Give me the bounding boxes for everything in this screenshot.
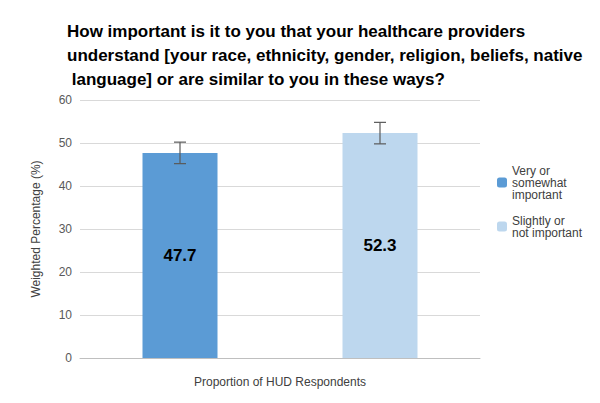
svg-text:50: 50 [59,136,73,150]
svg-text:40: 40 [59,179,73,193]
svg-text:20: 20 [59,265,73,279]
svg-text:10: 10 [59,308,73,322]
svg-text:52.3: 52.3 [363,236,396,255]
svg-text:not important: not important [512,226,583,240]
svg-text:60: 60 [59,93,73,107]
svg-text:47.7: 47.7 [163,246,196,265]
svg-text:understand [your race, ethnici: understand [your race, ethnicity, gender… [67,46,582,65]
svg-text:Weighted Percentage (%): Weighted Percentage (%) [29,160,43,297]
svg-text:somewhat: somewhat [512,175,570,190]
svg-text:Very or: Very or [512,163,554,178]
svg-text:Proportion of HUD Respondents: Proportion of HUD Respondents [194,375,366,389]
svg-text:How important is it to you tha: How important is it to you that your hea… [67,22,530,41]
svg-text:0: 0 [65,351,72,365]
svg-text:30: 30 [59,222,73,236]
svg-text:Slightly or: Slightly or [512,213,568,228]
svg-text:important: important [512,188,563,202]
svg-text:language] or are similar to yo: language] or are similar to you in these… [67,70,445,89]
